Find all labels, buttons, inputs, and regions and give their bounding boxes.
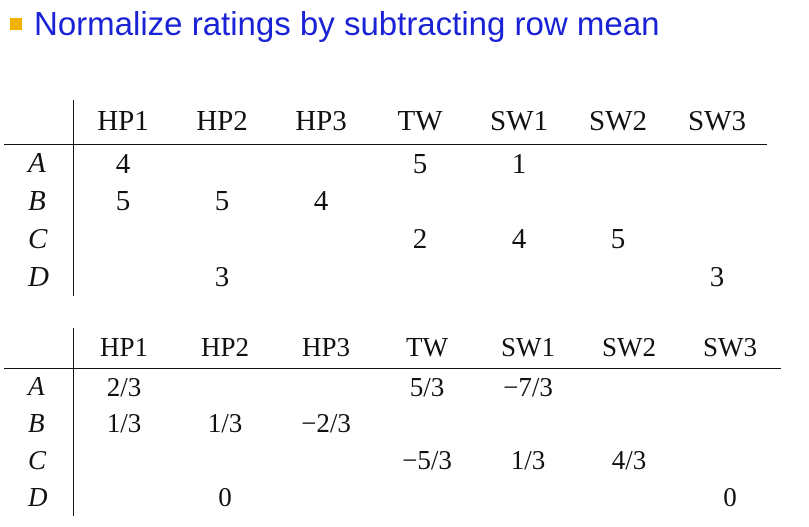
column-header: HP3 — [271, 100, 371, 145]
normalized-cell: 1/3 — [207, 408, 243, 438]
column-header: HP1 — [73, 328, 175, 369]
normalized-cell — [175, 368, 276, 405]
rating-cell — [371, 258, 470, 296]
normalized-cell: 0 — [218, 482, 232, 512]
rating-cell: 5 — [115, 184, 131, 217]
normalized-cell: 2/3 — [106, 372, 142, 403]
table-row: A 4 5 1 — [4, 144, 767, 182]
rating-cell: 4 — [313, 184, 329, 217]
table-row: C −5/3 1/3 4/3 — [4, 442, 781, 479]
column-header: HP3 — [275, 328, 377, 369]
column-header: TW — [370, 100, 470, 145]
rating-cell: 2 — [412, 222, 428, 255]
rating-cell — [668, 220, 767, 258]
normalized-cell — [680, 442, 781, 479]
rating-cell — [272, 144, 371, 182]
table-header-row: HP1 HP2 HP3 TW SW1 SW2 SW3 — [4, 100, 767, 145]
normalized-cell — [579, 368, 680, 405]
rating-cell — [569, 144, 668, 182]
normalized-cell — [276, 442, 377, 479]
normalized-cell — [377, 405, 478, 442]
normalized-cell: −7/3 — [503, 372, 553, 403]
rating-cell: 3 — [214, 260, 230, 293]
row-label: B — [4, 405, 74, 442]
rating-cell — [371, 182, 470, 220]
normalized-ratings-table: HP1 HP2 HP3 TW SW1 SW2 SW3 A 2/3 5/3 −7/… — [4, 328, 781, 516]
rating-cell — [569, 182, 668, 220]
rating-cell — [668, 182, 767, 220]
slide-title: Normalize ratings by subtracting row mea… — [34, 5, 660, 42]
column-header: SW2 — [568, 100, 668, 145]
table-row: A 2/3 5/3 −7/3 — [4, 368, 781, 405]
column-header: HP1 — [73, 100, 173, 145]
row-label: A — [4, 144, 74, 182]
normalized-cell — [276, 479, 377, 516]
rating-cell — [470, 182, 569, 220]
table-row: B 5 5 4 — [4, 182, 767, 220]
rating-cell — [668, 144, 767, 182]
normalized-cell — [377, 479, 478, 516]
column-header: HP2 — [174, 328, 276, 369]
normalized-cell — [175, 442, 276, 479]
rating-cell — [272, 220, 371, 258]
row-label: C — [4, 220, 74, 258]
rating-cell — [173, 144, 272, 182]
row-label: D — [4, 479, 74, 516]
table-header-row: HP1 HP2 HP3 TW SW1 SW2 SW3 — [4, 328, 781, 369]
rating-cell: 4 — [115, 147, 131, 180]
column-header: SW1 — [477, 328, 579, 369]
table-row: B 1/3 1/3 −2/3 — [4, 405, 781, 442]
table-row: C 2 4 5 — [4, 220, 767, 258]
corner-cell — [4, 328, 74, 369]
rating-cell — [272, 258, 371, 296]
column-header: SW3 — [667, 100, 767, 145]
normalized-cell: 1/3 — [510, 445, 546, 475]
table-row: D 3 3 — [4, 258, 767, 296]
normalized-cell — [680, 368, 781, 405]
rating-cell: 3 — [709, 260, 725, 293]
column-header: HP2 — [172, 100, 272, 145]
rating-cell — [173, 220, 272, 258]
column-header: SW3 — [679, 328, 781, 369]
normalized-cell — [478, 405, 579, 442]
square-bullet-icon — [10, 18, 22, 30]
column-header: SW1 — [469, 100, 569, 145]
original-ratings-table: HP1 HP2 HP3 TW SW1 SW2 SW3 A 4 5 1 B 5 5… — [4, 100, 767, 296]
normalized-cell — [579, 479, 680, 516]
corner-cell — [4, 100, 74, 145]
column-header: SW2 — [578, 328, 680, 369]
rating-cell: 1 — [511, 147, 527, 180]
row-label: B — [4, 182, 74, 220]
rating-cell: 5 — [214, 184, 230, 217]
rating-cell: 4 — [511, 222, 527, 255]
row-label: C — [4, 442, 74, 479]
row-label: D — [4, 258, 74, 296]
normalized-cell — [276, 368, 377, 405]
rating-cell — [73, 220, 173, 258]
normalized-cell: −2/3 — [301, 408, 351, 438]
rating-cell — [569, 258, 668, 296]
normalized-cell — [478, 479, 579, 516]
slide-title-row: Normalize ratings by subtracting row mea… — [10, 0, 659, 48]
column-header: TW — [376, 328, 478, 369]
normalized-cell: 0 — [723, 482, 737, 512]
normalized-cell: 4/3 — [611, 445, 647, 475]
normalized-cell: −5/3 — [402, 445, 452, 475]
normalized-cell: 1/3 — [106, 408, 142, 438]
table-row: D 0 0 — [4, 479, 781, 516]
normalized-cell — [73, 479, 175, 516]
normalized-cell — [73, 442, 175, 479]
normalized-cell — [680, 405, 781, 442]
rating-cell: 5 — [412, 147, 428, 180]
rating-cell — [73, 258, 173, 296]
normalized-cell: 5/3 — [409, 372, 445, 403]
row-label: A — [4, 368, 74, 405]
rating-cell: 5 — [610, 222, 626, 255]
normalized-cell — [579, 405, 680, 442]
rating-cell — [470, 258, 569, 296]
